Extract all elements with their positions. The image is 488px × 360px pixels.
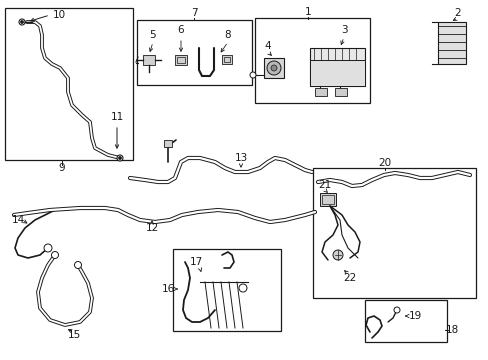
Bar xyxy=(137,20,251,85)
Text: 9: 9 xyxy=(59,163,65,173)
Text: 14: 14 xyxy=(11,215,24,225)
Circle shape xyxy=(20,21,23,23)
Bar xyxy=(175,55,186,65)
Text: 15: 15 xyxy=(67,330,81,340)
Bar xyxy=(334,88,346,96)
Bar xyxy=(163,140,172,147)
Bar xyxy=(312,168,475,298)
Text: 22: 22 xyxy=(343,273,356,283)
Bar xyxy=(142,55,155,65)
Circle shape xyxy=(117,155,123,161)
Bar xyxy=(222,55,231,64)
Circle shape xyxy=(266,61,281,75)
Bar xyxy=(173,249,281,331)
Circle shape xyxy=(393,307,399,313)
Text: 7: 7 xyxy=(190,8,197,18)
Circle shape xyxy=(74,261,81,269)
Circle shape xyxy=(332,250,342,260)
Bar xyxy=(319,193,335,206)
Circle shape xyxy=(118,157,121,159)
Bar xyxy=(309,60,364,86)
Bar xyxy=(364,300,446,342)
Bar xyxy=(224,57,229,62)
Text: 13: 13 xyxy=(234,153,247,163)
Text: 19: 19 xyxy=(407,311,421,321)
Text: 2: 2 xyxy=(454,8,460,18)
Circle shape xyxy=(44,244,52,252)
Text: 1: 1 xyxy=(304,7,311,17)
Bar xyxy=(177,57,184,63)
Text: 20: 20 xyxy=(378,158,391,168)
Text: 5: 5 xyxy=(149,30,156,40)
Text: 11: 11 xyxy=(110,112,123,122)
Bar xyxy=(309,48,364,86)
Bar xyxy=(437,22,465,64)
Text: 17: 17 xyxy=(189,257,202,267)
Text: 4: 4 xyxy=(264,41,271,51)
Circle shape xyxy=(249,72,256,78)
Text: 8: 8 xyxy=(224,30,231,40)
Text: 10: 10 xyxy=(52,10,65,20)
Bar xyxy=(314,88,326,96)
Text: 6: 6 xyxy=(177,25,184,35)
Text: 3: 3 xyxy=(340,25,346,35)
Text: 18: 18 xyxy=(445,325,458,335)
Circle shape xyxy=(51,252,59,258)
Bar xyxy=(5,8,133,160)
Bar xyxy=(264,58,284,78)
Bar xyxy=(321,195,333,204)
Text: 12: 12 xyxy=(145,223,158,233)
Circle shape xyxy=(19,19,25,25)
Circle shape xyxy=(270,65,276,71)
Text: 21: 21 xyxy=(318,180,331,190)
Bar xyxy=(254,18,369,103)
Text: 16: 16 xyxy=(161,284,174,294)
